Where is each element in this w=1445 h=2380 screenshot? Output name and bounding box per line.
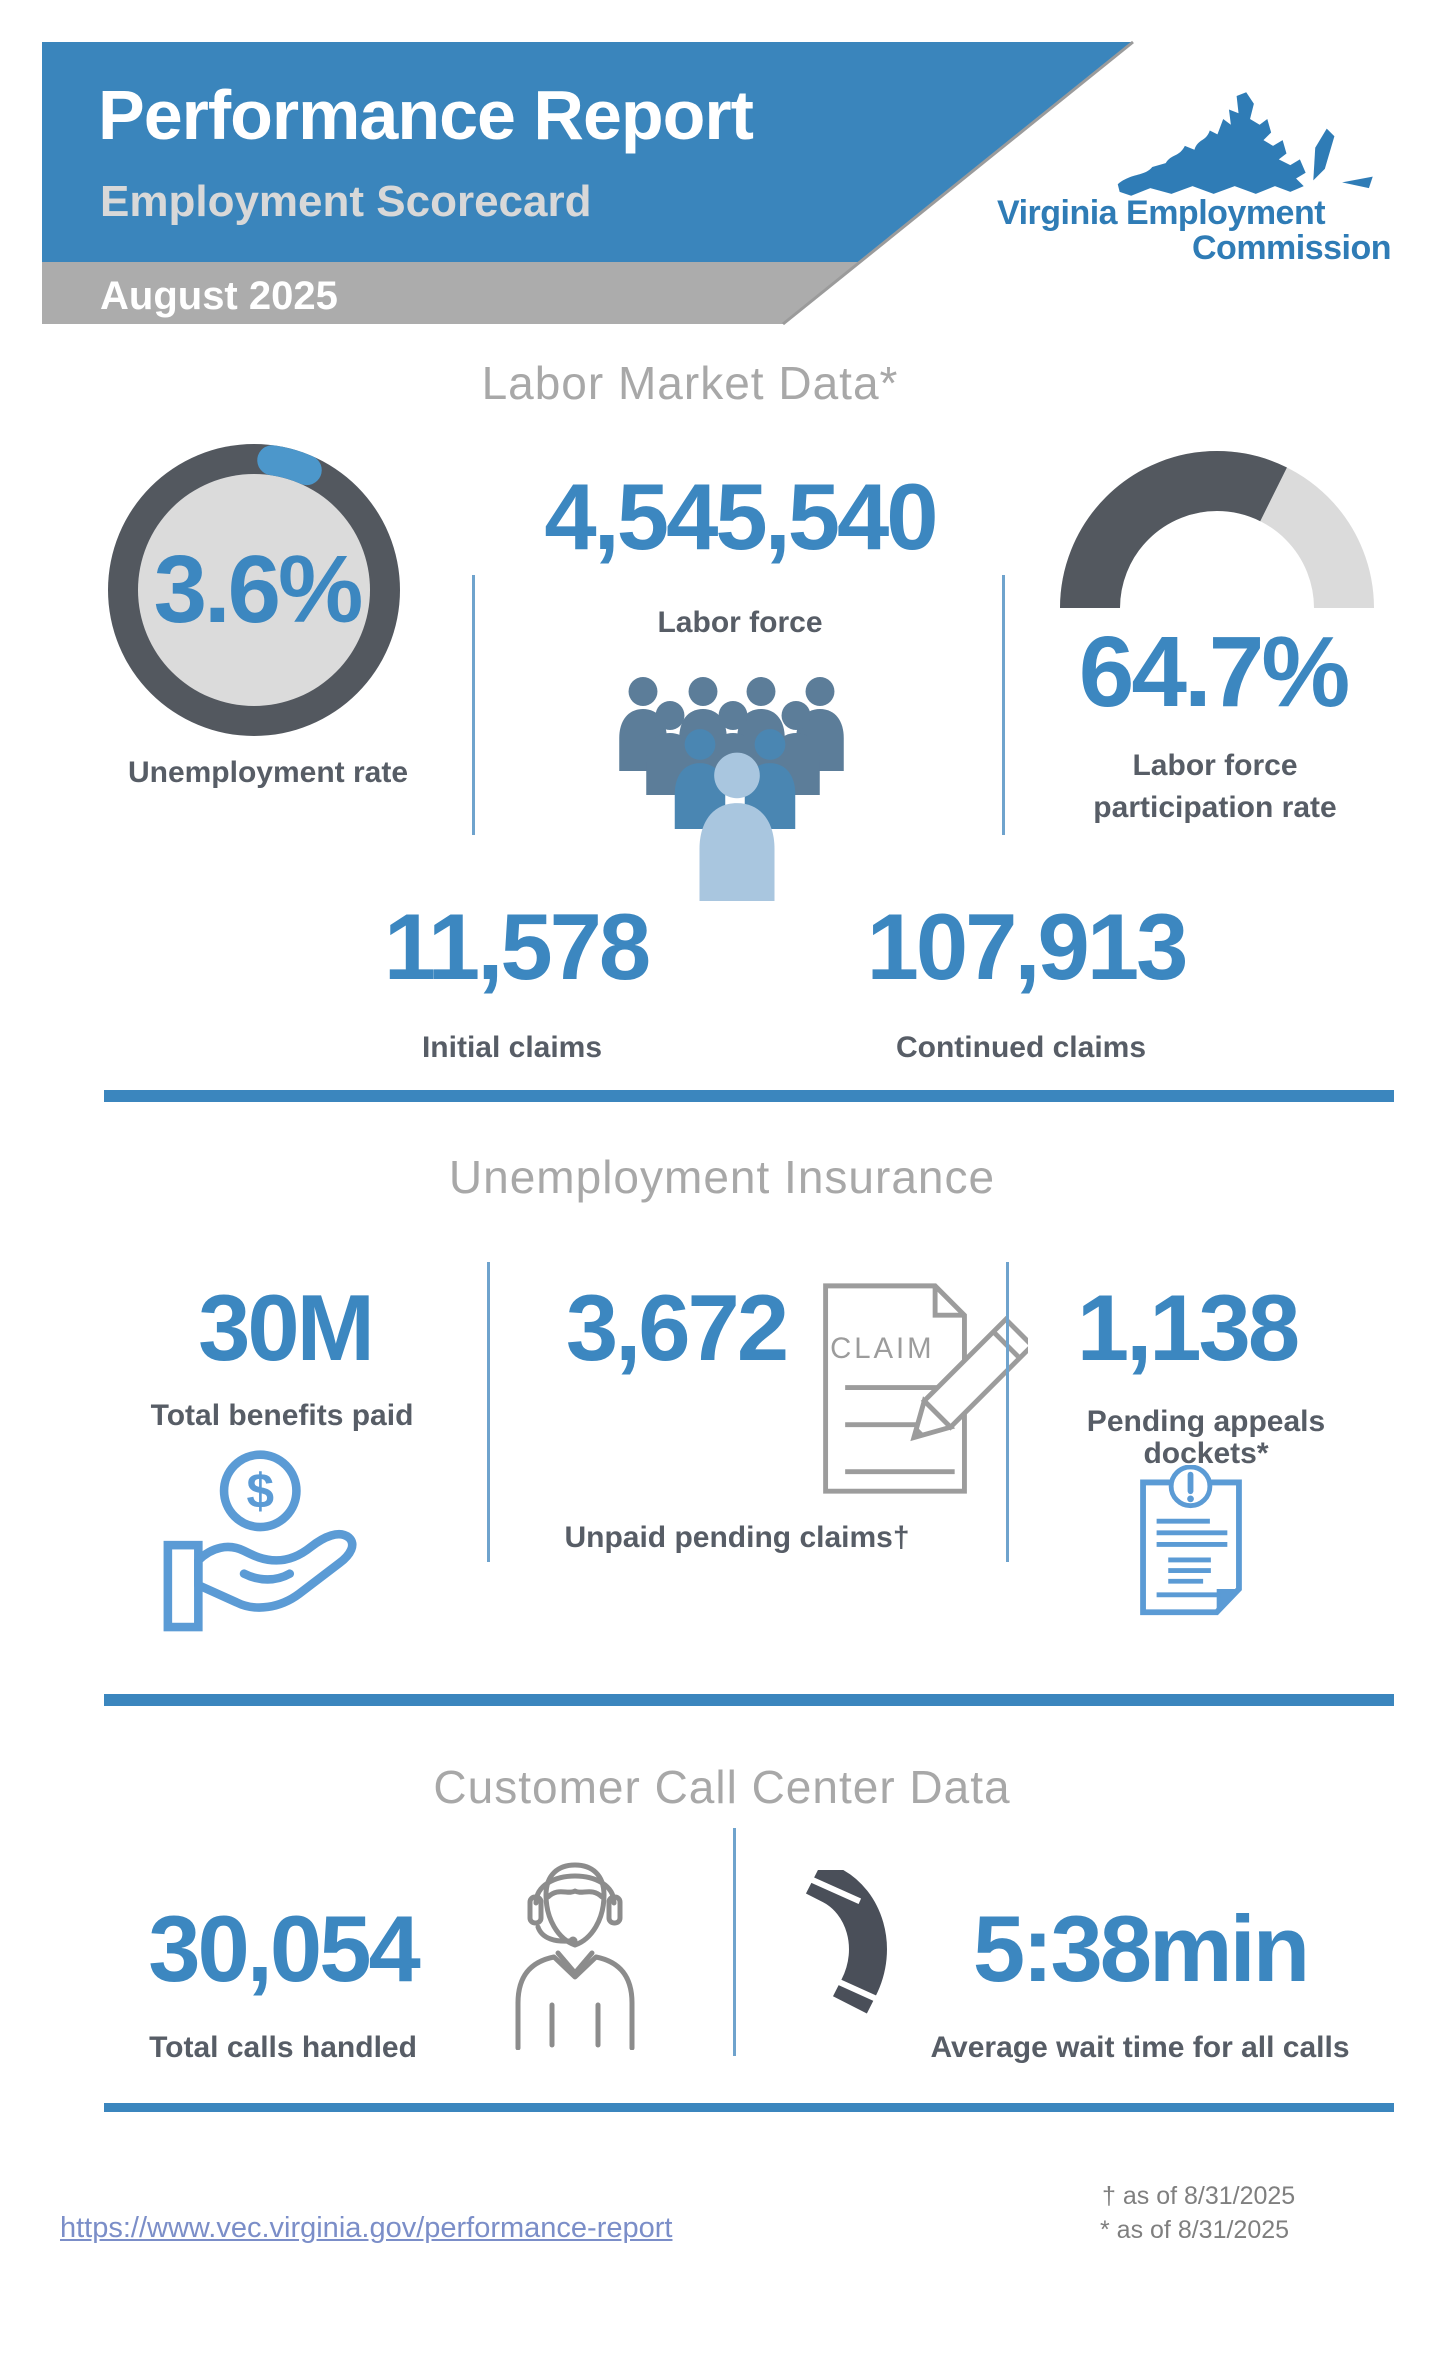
report-period: August 2025 xyxy=(100,274,338,318)
unpaid-claims-value: 3,672 xyxy=(565,1275,789,1380)
dollar-coin-hand-icon: $ xyxy=(160,1448,370,1648)
participation-label-line2: participation rate xyxy=(1093,791,1337,824)
virginia-state-icon xyxy=(1117,92,1373,196)
labor-force-label: Labor force xyxy=(657,606,823,639)
claim-doc-text: CLAIM xyxy=(830,1332,934,1365)
appeals-value: 1,138 xyxy=(1076,1275,1300,1380)
calls-handled-label: Total calls handled xyxy=(149,2031,417,2064)
participation-gauge-chart xyxy=(1057,443,1377,615)
appeals-label-line2: dockets* xyxy=(1143,1437,1269,1470)
page-title: Performance Report xyxy=(98,76,754,154)
page-subtitle: Employment Scorecard xyxy=(100,177,592,226)
divider-vertical xyxy=(1002,575,1005,835)
labor-force-value: 4,545,540 xyxy=(544,464,938,569)
logo-text-line1: Virginia Employment xyxy=(997,194,1326,232)
benefits-paid-label: Total benefits paid xyxy=(150,1399,414,1432)
section-title-call-center: Customer Call Center Data xyxy=(433,1761,1011,1813)
claim-document-icon: CLAIM xyxy=(808,1278,1028,1503)
vec-logo xyxy=(1112,90,1390,220)
divider-vertical xyxy=(733,1828,736,2056)
divider-vertical xyxy=(472,575,475,835)
wait-time-value: 5:38min xyxy=(972,1896,1310,2001)
continued-claims-value: 107,913 xyxy=(866,894,1189,999)
dollar-symbol: $ xyxy=(246,1464,274,1519)
call-agent-icon xyxy=(500,1845,650,2050)
performance-report-link[interactable]: https://www.vec.virginia.gov/performance… xyxy=(60,2212,673,2244)
footnote-dagger: † as of 8/31/2025 xyxy=(1102,2182,1296,2210)
logo-text-line2: Commission xyxy=(1192,229,1392,267)
wait-time-label: Average wait time for all calls xyxy=(930,2031,1350,2064)
section-title-unemployment-insurance: Unemployment Insurance xyxy=(448,1151,996,1203)
unemployment-rate-label: Unemployment rate xyxy=(127,756,409,789)
participation-label-line1: Labor force xyxy=(1132,749,1298,782)
header-banner-shape xyxy=(42,40,1134,326)
people-group-icon xyxy=(612,676,892,911)
benefits-paid-value: 30M xyxy=(198,1275,375,1380)
footnote-star: * as of 8/31/2025 xyxy=(1100,2216,1290,2244)
section-title-labor-market: Labor Market Data* xyxy=(481,357,899,409)
phone-handset-icon xyxy=(772,1870,892,2020)
initial-claims-value: 11,578 xyxy=(383,894,651,999)
header-banner xyxy=(0,0,1445,340)
divider-vertical xyxy=(1006,1262,1009,1562)
unemployment-rate-value: 3.6% xyxy=(153,536,364,643)
divider-vertical xyxy=(487,1262,490,1562)
appeals-docket-icon xyxy=(1135,1465,1247,1620)
section-divider xyxy=(104,1694,1394,1706)
section-divider xyxy=(104,1090,1394,1102)
section-divider xyxy=(104,2103,1394,2112)
initial-claims-label: Initial claims xyxy=(421,1031,603,1064)
appeals-label-line1: Pending appeals xyxy=(1086,1405,1326,1438)
unemployment-donut-chart xyxy=(107,443,401,737)
continued-claims-label: Continued claims xyxy=(895,1031,1147,1064)
unpaid-claims-label: Unpaid pending claims† xyxy=(564,1521,910,1554)
calls-handled-value: 30,054 xyxy=(148,1896,421,2001)
participation-rate-value: 64.7% xyxy=(1078,616,1351,728)
